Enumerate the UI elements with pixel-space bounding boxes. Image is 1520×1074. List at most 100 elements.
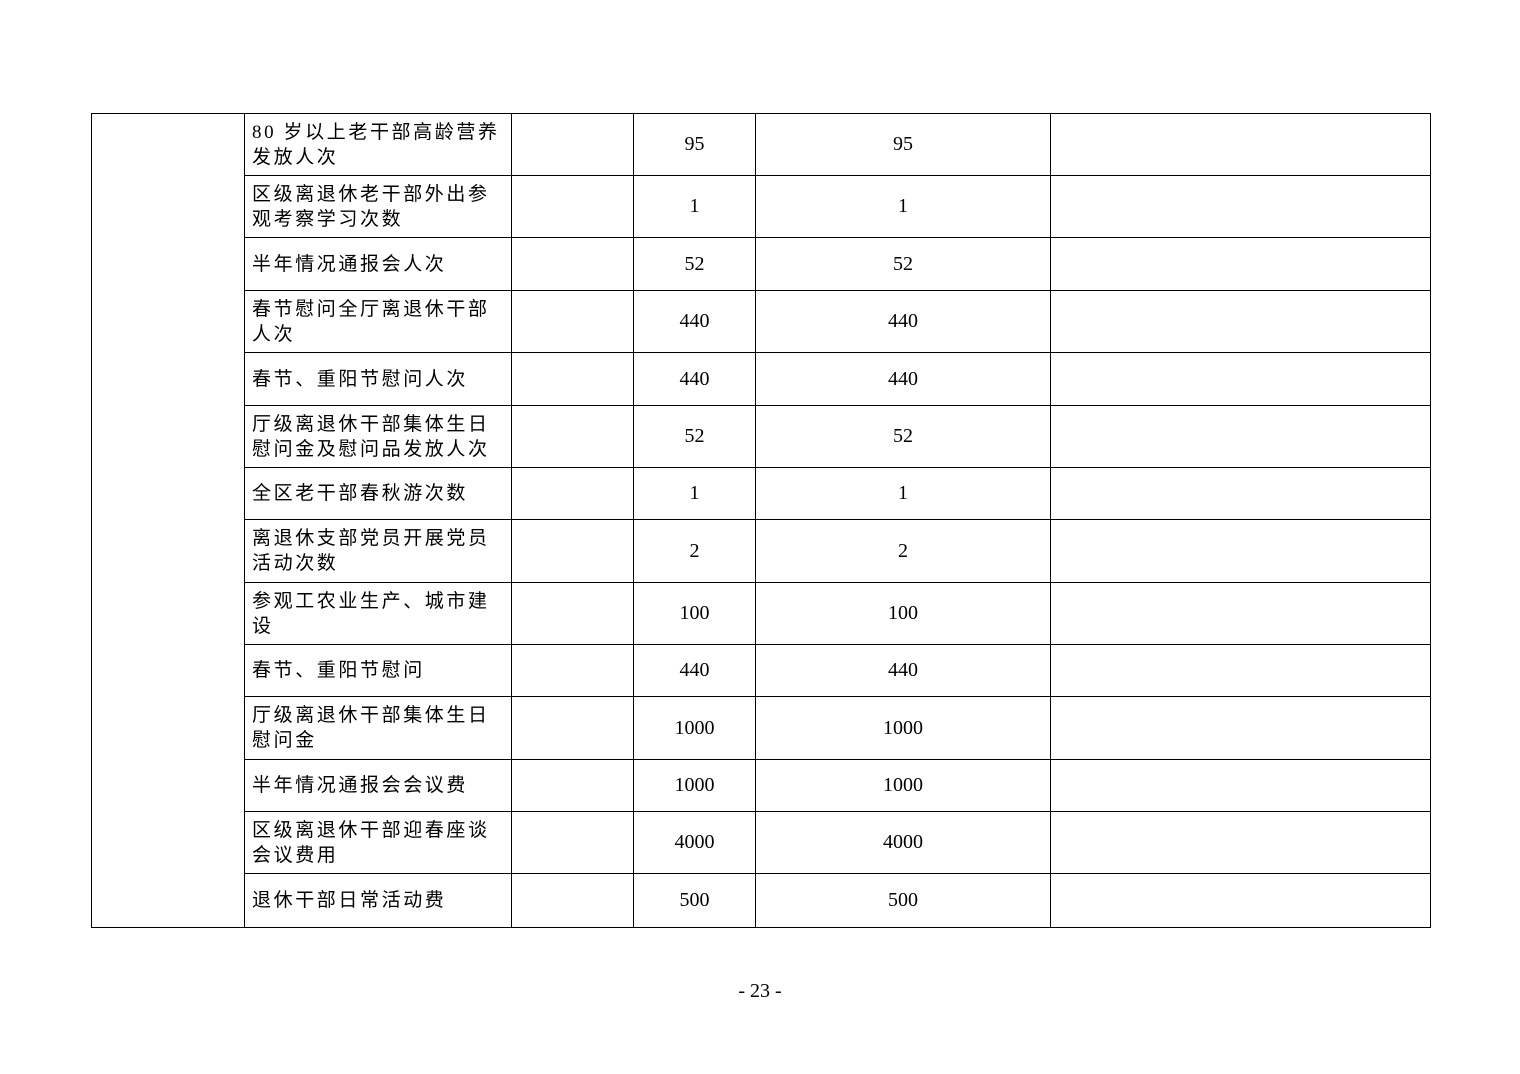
note-cell	[1050, 696, 1431, 760]
indicator-cell: 区级离退休老干部外出参 观考察学习次数	[244, 175, 512, 238]
indicator-cell: 退休干部日常活动费	[244, 873, 512, 928]
note-cell	[1050, 352, 1431, 406]
value-cell: 500	[633, 873, 756, 928]
indicator-cell: 80 岁以上老干部高龄营养 发放人次	[244, 113, 512, 176]
value-cell: 52	[633, 237, 756, 291]
table-row: 春节、重阳节慰问 440 440	[92, 644, 1431, 697]
value-cell: 52	[755, 405, 1051, 468]
indicator-line: 退休干部日常活动费	[252, 890, 447, 911]
note-cell	[1050, 519, 1431, 583]
value-cell: 100	[755, 582, 1051, 645]
indicator-cell: 离退休支部党员开展党员 活动次数	[244, 519, 512, 583]
page-number: - 23 -	[738, 980, 782, 1002]
indicator-line: 厅级离退休干部集体生日	[252, 413, 490, 435]
indicator-line: 发放人次	[252, 146, 339, 168]
note-cell	[1050, 113, 1431, 176]
value-cell: 2	[633, 519, 756, 583]
target-cell	[511, 696, 634, 760]
indicator-cell: 春节、重阳节慰问	[244, 644, 512, 697]
note-cell	[1050, 873, 1431, 928]
target-cell	[511, 873, 634, 928]
indicator-line: 80 岁以上老干部高龄营养	[252, 121, 500, 143]
indicator-table: 80 岁以上老干部高龄营养 发放人次 95 95 区级离退休老干部外出参 观考察学习次数 1…	[91, 113, 1431, 928]
target-cell	[511, 290, 634, 353]
table-row: 离退休支部党员开展党员 活动次数 2 2	[92, 519, 1431, 583]
note-cell	[1050, 290, 1431, 353]
value-cell: 100	[633, 582, 756, 645]
value-cell: 52	[755, 237, 1051, 291]
note-cell	[1050, 405, 1431, 468]
value-cell: 440	[755, 644, 1051, 697]
indicator-line: 活动次数	[252, 553, 339, 574]
category-cell	[91, 113, 245, 928]
target-cell	[511, 467, 634, 520]
indicator-line: 观考察学习次数	[252, 208, 404, 230]
value-cell: 52	[633, 405, 756, 468]
note-cell	[1050, 467, 1431, 520]
value-cell: 2	[755, 519, 1051, 583]
value-cell: 1000	[633, 759, 756, 812]
value-cell: 440	[633, 352, 756, 406]
indicator-line: 春节、重阳节慰问	[252, 660, 425, 681]
value-cell: 440	[633, 290, 756, 353]
value-cell: 1	[755, 175, 1051, 238]
value-cell: 440	[633, 644, 756, 697]
indicator-cell: 参观工农业生产、城市建设	[244, 582, 512, 645]
value-cell: 95	[755, 113, 1051, 176]
target-cell	[511, 582, 634, 645]
target-cell	[511, 352, 634, 406]
table-row: 区级离退休老干部外出参 观考察学习次数 1 1	[92, 175, 1431, 238]
note-cell	[1050, 811, 1431, 874]
value-cell: 500	[755, 873, 1051, 928]
indicator-line: 半年情况通报会会议费	[252, 775, 469, 796]
indicator-line: 全区老干部春秋游次数	[252, 483, 469, 504]
indicator-cell: 春节慰问全厅离退休干部 人次	[244, 290, 512, 353]
value-cell: 1000	[755, 759, 1051, 812]
value-cell: 1000	[755, 696, 1051, 760]
table-row: 全区老干部春秋游次数 1 1	[92, 467, 1431, 520]
indicator-line: 春节、重阳节慰问人次	[252, 368, 469, 390]
value-cell: 440	[755, 352, 1051, 406]
note-cell	[1050, 237, 1431, 291]
target-cell	[511, 175, 634, 238]
indicator-line: 区级离退休老干部外出参	[252, 183, 490, 205]
target-cell	[511, 237, 634, 291]
value-cell: 4000	[755, 811, 1051, 874]
indicator-line: 春节慰问全厅离退休干部	[252, 298, 490, 320]
value-cell: 1	[633, 467, 756, 520]
table-row: 春节、重阳节慰问人次 440 440	[92, 352, 1431, 406]
indicator-line: 半年情况通报会人次	[252, 253, 447, 275]
target-cell	[511, 644, 634, 697]
table-row: 厅级离退休干部集体生日 慰问金及慰问品发放人次 52 52	[92, 405, 1431, 468]
value-cell: 4000	[633, 811, 756, 874]
value-cell: 1000	[633, 696, 756, 760]
table-row: 参观工农业生产、城市建设 100 100	[92, 582, 1431, 645]
indicator-line: 人次	[252, 323, 296, 345]
indicator-cell: 半年情况通报会人次	[244, 237, 512, 291]
indicator-line: 会议费用	[252, 844, 339, 866]
target-cell	[511, 811, 634, 874]
indicator-cell: 半年情况通报会会议费	[244, 759, 512, 812]
indicator-cell: 区级离退休干部迎春座谈 会议费用	[244, 811, 512, 874]
target-cell	[511, 405, 634, 468]
note-cell	[1050, 759, 1431, 812]
indicator-line: 慰问金	[252, 730, 317, 751]
note-cell	[1050, 175, 1431, 238]
table-row: 区级离退休干部迎春座谈 会议费用 4000 4000	[92, 811, 1431, 874]
value-cell: 1	[755, 467, 1051, 520]
indicator-cell: 全区老干部春秋游次数	[244, 467, 512, 520]
indicator-line: 厅级离退休干部集体生日	[252, 705, 490, 726]
table-row: 春节慰问全厅离退休干部 人次 440 440	[92, 290, 1431, 353]
indicator-cell: 春节、重阳节慰问人次	[244, 352, 512, 406]
target-cell	[511, 759, 634, 812]
indicator-cell: 厅级离退休干部集体生日 慰问金及慰问品发放人次	[244, 405, 512, 468]
table-body: 80 岁以上老干部高龄营养 发放人次 95 95 区级离退休老干部外出参 观考察学习次数 1…	[91, 113, 1431, 928]
value-cell: 95	[633, 113, 756, 176]
table-row: 退休干部日常活动费 500 500	[92, 873, 1431, 928]
table-row: 半年情况通报会会议费 1000 1000	[92, 759, 1431, 812]
table-row: 80 岁以上老干部高龄营养 发放人次 95 95	[91, 113, 1431, 928]
indicator-line: 参观工农业生产、城市建	[252, 590, 490, 612]
indicator-line: 离退休支部党员开展党员	[252, 528, 490, 549]
table-row: 厅级离退休干部集体生日 慰问金 1000 1000	[92, 696, 1431, 760]
value-cell: 440	[755, 290, 1051, 353]
